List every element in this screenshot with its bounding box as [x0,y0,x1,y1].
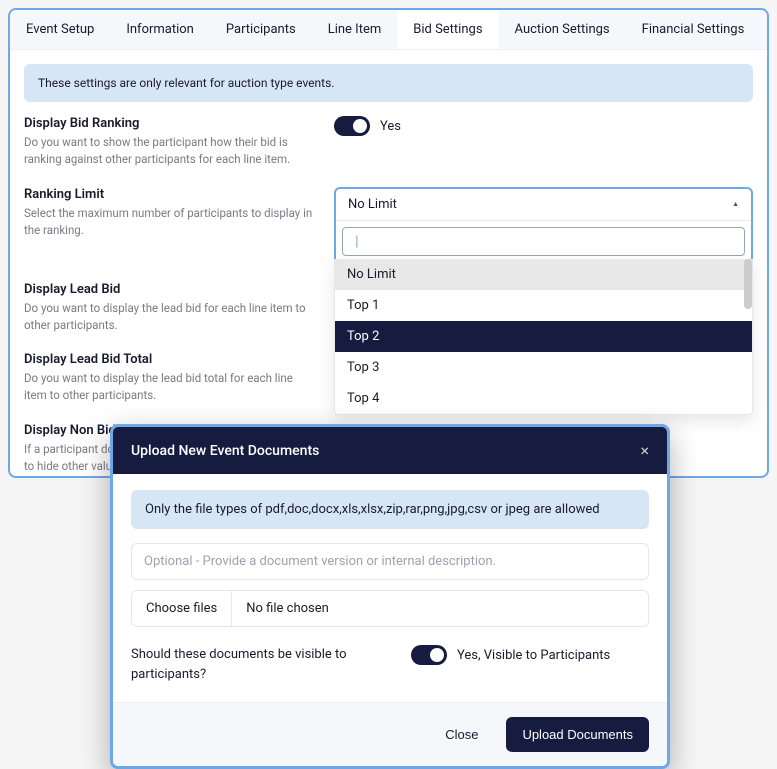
tab-participants[interactable]: Participants [210,10,312,49]
upload-documents-button[interactable]: Upload Documents [506,717,649,752]
setting-row: Display Bid Ranking Do you want to show t… [24,116,753,169]
setting-title: Display Lead Bid [24,282,314,297]
ranking-limit-select[interactable]: No Limit ▲ | [334,187,753,264]
select-option[interactable]: Top 3 [335,352,752,383]
select-option[interactable]: Top 2 [335,321,752,352]
modal-footer: Close Upload Documents [113,702,667,766]
bid-settings-panel: Event SetupInformationParticipantsLine I… [8,8,769,478]
setting-desc: Select the maximum number of participant… [24,205,314,240]
select-search-input[interactable]: | [342,227,745,256]
tab-bid-settings[interactable]: Bid Settings [397,10,498,49]
select-option[interactable]: Top 1 [335,290,752,321]
modal-body: Only the file types of pdf,doc,docx,xls,… [113,474,667,702]
setting-desc: Do you want to display the lead bid for … [24,300,314,335]
select-option[interactable]: No Limit [335,259,752,290]
close-button[interactable]: Close [429,717,494,752]
setting-desc: Do you want to display the lead bid tota… [24,370,314,405]
visibility-toggle-wrap: Yes, Visible to Participants [411,645,610,665]
info-alert: These settings are only relevant for auc… [24,64,753,102]
modal-title: Upload New Event Documents [131,443,319,459]
chevron-up-icon: ▲ [732,200,739,208]
toggle-label: Yes [380,119,401,134]
setting-title: Display Lead Bid Total [24,352,314,367]
select-dropdown: No LimitTop 1Top 2Top 3Top 4 [334,259,753,415]
tab-financial-settings[interactable]: Financial Settings [626,10,761,49]
tab-information[interactable]: Information [110,10,210,49]
tab-auction-settings[interactable]: Auction Settings [499,10,626,49]
select-option[interactable]: Top 4 [335,383,752,414]
setting-desc: Do you want to show the participant how … [24,134,314,169]
tab-event-setup[interactable]: Event Setup [10,10,110,49]
setting-control: No Limit▲|No LimitTop 1Top 2Top 3Top 4 [334,187,753,264]
upload-documents-modal: Upload New Event Documents × Only the fi… [110,424,670,769]
file-input-row: Choose files No file chosen [131,590,649,627]
file-type-alert: Only the file types of pdf,doc,docx,xls,… [131,490,649,529]
visibility-toggle[interactable] [411,645,447,665]
visibility-toggle-label: Yes, Visible to Participants [457,648,610,663]
description-input[interactable]: Optional - Provide a document version or… [131,543,649,580]
display-bid-ranking-toggle[interactable] [334,116,370,136]
tabs-bar: Event SetupInformationParticipantsLine I… [10,10,767,50]
scrollbar[interactable] [744,259,752,309]
setting-control: Yes [334,116,753,169]
choose-files-button[interactable]: Choose files [132,591,232,626]
setting-title: Display Bid Ranking [24,116,314,131]
file-chosen-status: No file chosen [232,591,343,626]
tab-line-item[interactable]: Line Item [312,10,398,49]
visibility-question: Should these documents be visible to par… [131,645,381,684]
close-icon[interactable]: × [640,441,649,460]
modal-header: Upload New Event Documents × [113,427,667,474]
visibility-row: Should these documents be visible to par… [131,645,649,684]
setting-title: Ranking Limit [24,187,314,202]
select-value: No Limit [348,197,397,212]
setting-row: Ranking Limit Select the maximum number o… [24,187,753,264]
